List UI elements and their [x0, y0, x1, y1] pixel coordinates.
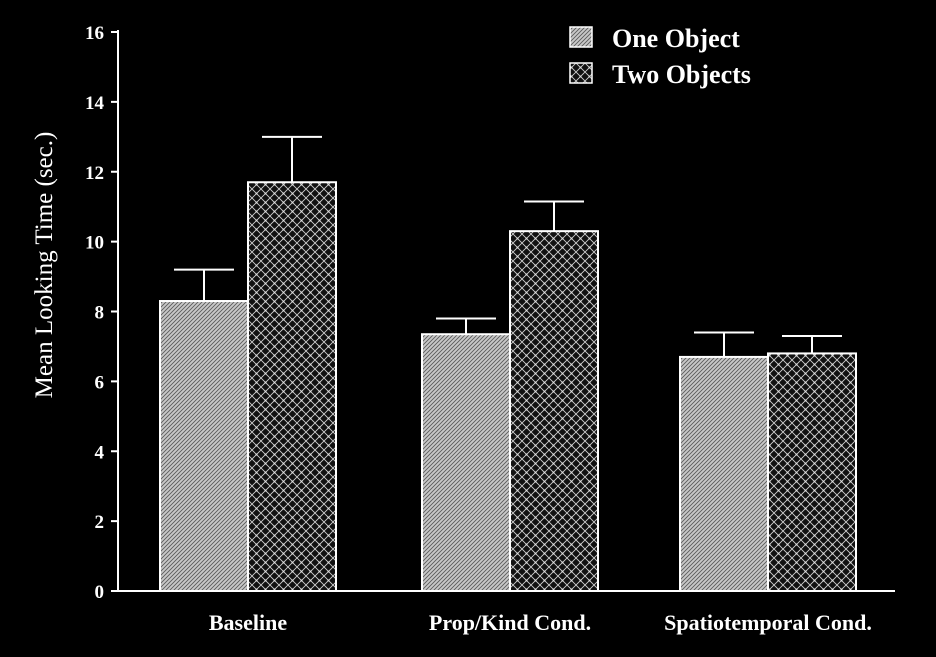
error-bars — [174, 135, 842, 357]
y-tick-label: 0 — [95, 582, 105, 603]
bar-two-objects — [767, 352, 857, 592]
bar-one-object — [421, 333, 511, 592]
x-axis: Baseline Prop/Kind Cond. Spatiotemporal Co… — [118, 590, 895, 635]
x-tick-label: Prop/Kind Cond. — [429, 610, 591, 635]
y-tick-label: 16 — [85, 23, 104, 44]
legend-swatch-two-objects — [569, 62, 593, 84]
y-tick-label: 12 — [85, 163, 104, 184]
legend-label-one-object: One Object — [612, 24, 740, 53]
x-tick-label: Spatiotemporal Cond. — [664, 610, 872, 635]
y-tick-label: 10 — [85, 233, 104, 254]
y-tick-label: 14 — [85, 93, 105, 114]
y-tick-label: 6 — [95, 372, 105, 393]
y-tick-label: 8 — [95, 303, 105, 324]
y-tick-label: 4 — [95, 442, 105, 463]
y-axis: 0 2 4 6 8 10 12 14 16 — [85, 23, 119, 603]
y-tick-label: 2 — [95, 512, 105, 533]
legend-swatch-one-object — [569, 26, 593, 48]
bars — [159, 181, 857, 593]
bar-two-objects — [247, 181, 337, 592]
y-axis-title: Mean Looking Time (sec.) — [31, 132, 58, 399]
legend-label-two-objects: Two Objects — [612, 60, 751, 89]
bar-two-objects — [509, 230, 599, 593]
bar-one-object — [159, 300, 249, 592]
bar-one-object — [679, 355, 769, 593]
x-tick-label: Baseline — [209, 610, 287, 635]
legend: One Object Two Objects — [569, 24, 751, 89]
